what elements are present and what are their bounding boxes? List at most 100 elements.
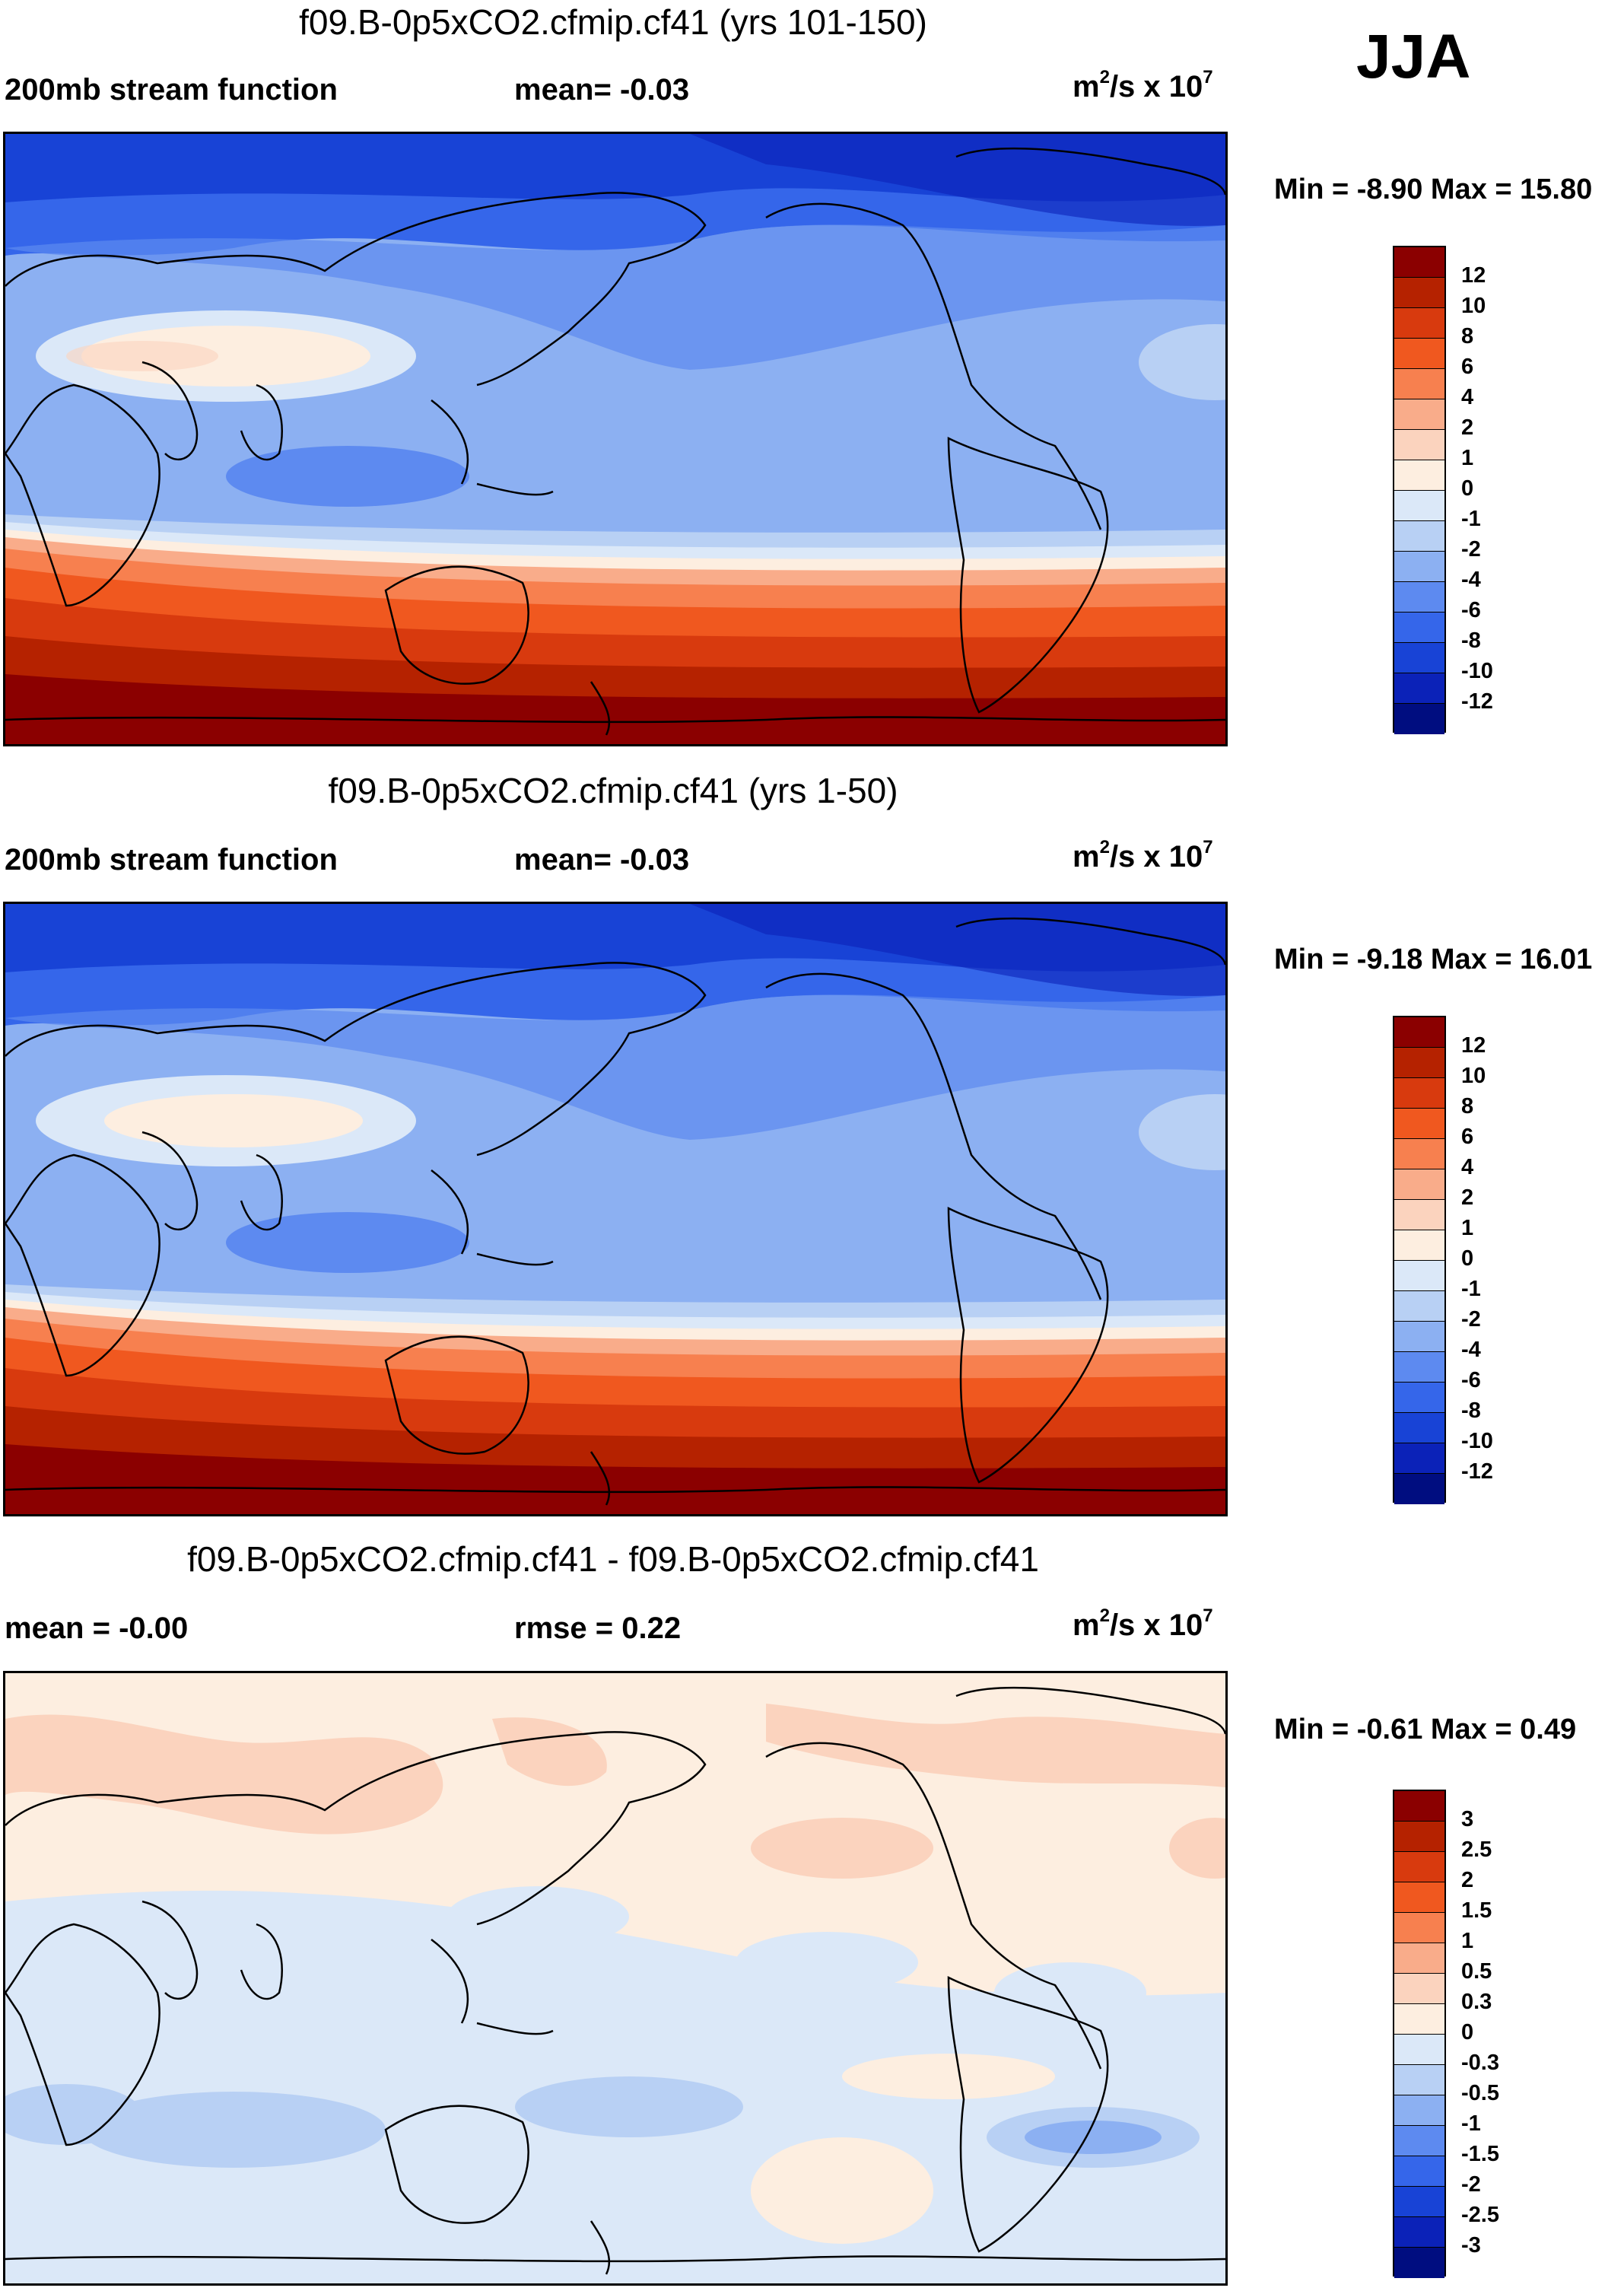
colorbar-swatch <box>1394 369 1444 399</box>
colorbar-swatch <box>1394 1852 1444 1882</box>
colorbar-tick-label: -6 <box>1461 1368 1481 1392</box>
colorbar-tick-label: -0.5 <box>1461 2081 1499 2105</box>
colorbar-swatch <box>1394 613 1444 643</box>
panel-3-center-label: rmse = 0.22 <box>514 1612 682 1645</box>
colorbar-tick-label: 2 <box>1461 1868 1474 1892</box>
colorbar-tick-label: -4 <box>1461 568 1481 592</box>
panel-2-minmax: Min = -9.18 Max = 16.01 <box>1274 943 1593 975</box>
colorbar-tick-label: 0.3 <box>1461 1990 1492 2014</box>
panel-1-center-label: mean= -0.03 <box>514 73 690 107</box>
colorbar-tick-label: 2 <box>1461 1185 1474 1210</box>
colorbar-swatch <box>1394 1261 1444 1291</box>
colorbar-swatch <box>1394 247 1444 278</box>
colorbar-tick-label: 2 <box>1461 415 1474 440</box>
colorbar-swatch <box>1394 460 1444 491</box>
colorbar-swatch <box>1394 1974 1444 2004</box>
colorbar-swatch <box>1394 1109 1444 1139</box>
panel-2-center-label: mean= -0.03 <box>514 843 690 877</box>
colorbar-swatch <box>1394 704 1444 734</box>
colorbar-swatch <box>1394 1913 1444 1943</box>
colorbar-swatch <box>1394 1017 1444 1048</box>
colorbar-swatch <box>1394 2248 1444 2278</box>
season-label: JJA <box>1356 22 1471 91</box>
colorbar-swatch <box>1394 278 1444 308</box>
colorbar-swatch <box>1394 2187 1444 2217</box>
colorbar-swatch <box>1394 1352 1444 1383</box>
panel-3-left-label: mean = -0.00 <box>5 1612 189 1645</box>
colorbar-tick-label: 2.5 <box>1461 1838 1492 1862</box>
panel-2-contour-field <box>5 904 1225 1514</box>
colorbar-swatch <box>1394 521 1444 552</box>
colorbar-tick-label: -10 <box>1461 659 1493 683</box>
panel-1-colorbar: 12 10 8 6 4 2 1 0 -1 -2 -4 -6 -8 -10 -12 <box>1393 246 1545 734</box>
colorbar-swatch <box>1394 430 1444 460</box>
panel-2-map <box>3 902 1228 1516</box>
colorbar-tick-label: 0 <box>1461 1246 1474 1271</box>
colorbar-tick-label: 10 <box>1461 294 1486 318</box>
panel-1-title: f09.B-0p5xCO2.cfmip.cf41 (yrs 101-150) <box>299 2 927 42</box>
colorbar-tick-label: -12 <box>1461 1459 1493 1484</box>
colorbar-swatch <box>1394 1943 1444 1974</box>
colorbar-swatch <box>1394 1230 1444 1261</box>
colorbar-tick-label: 8 <box>1461 324 1474 348</box>
colorbar-swatch <box>1394 2095 1444 2126</box>
panel-3-colorbar-swatches <box>1393 1790 1446 2278</box>
panel-2-colorbar-swatches <box>1393 1016 1446 1504</box>
colorbar-tick-label: 4 <box>1461 1155 1474 1179</box>
colorbar-tick-label: 8 <box>1461 1094 1474 1118</box>
colorbar-swatch <box>1394 491 1444 521</box>
colorbar-tick-label: 4 <box>1461 385 1474 409</box>
panel-3-contour-field <box>5 1673 1225 2283</box>
colorbar-swatch <box>1394 399 1444 430</box>
colorbar-swatch <box>1394 1078 1444 1109</box>
colorbar-tick-label: -1 <box>1461 1277 1481 1301</box>
colorbar-tick-label: -2 <box>1461 537 1481 562</box>
colorbar-swatch <box>1394 643 1444 673</box>
colorbar-tick-label: 1.5 <box>1461 1898 1492 1923</box>
colorbar-swatch <box>1394 2035 1444 2065</box>
colorbar-tick-label: -3 <box>1461 2233 1481 2258</box>
colorbar-tick-label: -2.5 <box>1461 2203 1499 2227</box>
colorbar-swatch <box>1394 1322 1444 1352</box>
colorbar-tick-label: 6 <box>1461 355 1474 379</box>
panel-2-left-label: 200mb stream function <box>5 843 338 877</box>
panel-3-minmax: Min = -0.61 Max = 0.49 <box>1274 1713 1577 1745</box>
colorbar-swatch <box>1394 1443 1444 1474</box>
colorbar-swatch <box>1394 2065 1444 2095</box>
colorbar-tick-label: 1 <box>1461 1216 1474 1240</box>
colorbar-swatch <box>1394 1413 1444 1443</box>
colorbar-swatch <box>1394 582 1444 613</box>
colorbar-tick-label: -6 <box>1461 598 1481 622</box>
colorbar-swatch <box>1394 2004 1444 2035</box>
colorbar-swatch <box>1394 308 1444 339</box>
panel-3-title: f09.B-0p5xCO2.cfmip.cf41 - f09.B-0p5xCO2… <box>187 1539 1039 1579</box>
colorbar-swatch <box>1394 2126 1444 2156</box>
colorbar-swatch <box>1394 1882 1444 1913</box>
colorbar-swatch <box>1394 1383 1444 1413</box>
colorbar-tick-label: -8 <box>1461 628 1481 653</box>
colorbar-tick-label: -1 <box>1461 507 1481 531</box>
colorbar-swatch <box>1394 1822 1444 1852</box>
colorbar-swatch <box>1394 673 1444 704</box>
colorbar-tick-label: -1 <box>1461 2111 1481 2136</box>
panel-1-units: m2/s x 107 <box>1073 67 1213 104</box>
colorbar-tick-label: 6 <box>1461 1125 1474 1149</box>
colorbar-tick-label: -1.5 <box>1461 2142 1499 2166</box>
colorbar-tick-label: -4 <box>1461 1338 1481 1362</box>
colorbar-tick-label: 0.5 <box>1461 1959 1492 1984</box>
colorbar-tick-label: 0 <box>1461 476 1474 501</box>
colorbar-swatch <box>1394 1200 1444 1230</box>
panel-3-colorbar: 3 2.5 2 1.5 1 0.5 0.3 0 -0.3 -0.5 -1 -1.5 -2 -2.5 -3 <box>1393 1790 1545 2278</box>
colorbar-swatch <box>1394 1474 1444 1504</box>
panel-1-colorbar-swatches <box>1393 246 1446 734</box>
colorbar-tick-label: 1 <box>1461 1929 1474 1953</box>
panel-2-units: m2/s x 107 <box>1073 837 1213 874</box>
colorbar-tick-label: -2 <box>1461 1307 1481 1332</box>
colorbar-swatch <box>1394 339 1444 369</box>
panel-3-units: m2/s x 107 <box>1073 1605 1213 1643</box>
colorbar-tick-label: -8 <box>1461 1398 1481 1423</box>
colorbar-tick-label: -2 <box>1461 2172 1481 2197</box>
colorbar-swatch <box>1394 1139 1444 1169</box>
panel-3-colorbar-ticks: 3 2.5 2 1.5 1 0.5 0.3 0 -0.3 -0.5 -1 -1.5 -2 -2.5 -3 <box>1461 1790 1545 2277</box>
panel-3-coastlines <box>5 1686 1225 2275</box>
